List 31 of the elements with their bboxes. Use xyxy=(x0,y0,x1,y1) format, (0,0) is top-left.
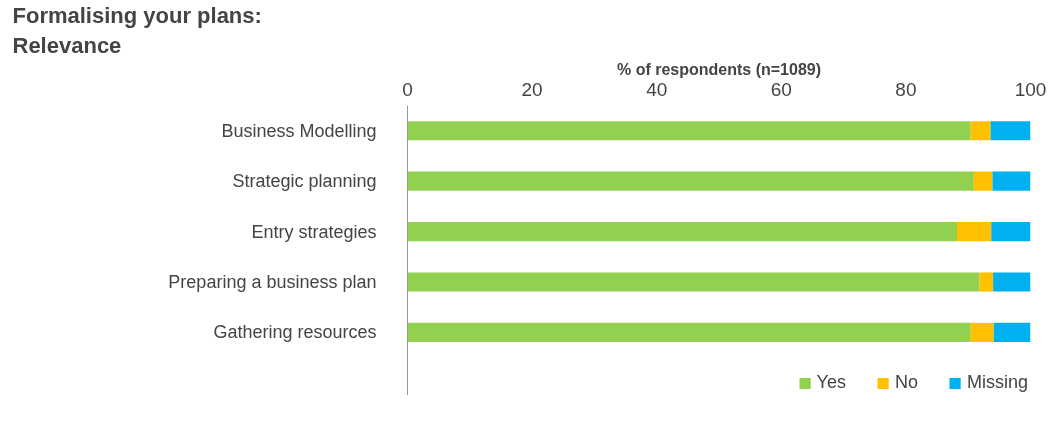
x-tick-label: 0 xyxy=(402,78,413,100)
bar xyxy=(973,171,993,191)
bar xyxy=(407,322,971,343)
bar xyxy=(970,322,994,343)
bar xyxy=(407,171,974,191)
bar xyxy=(407,121,971,141)
bar xyxy=(956,222,992,242)
bar xyxy=(992,171,1031,191)
bar xyxy=(991,222,1031,242)
bar xyxy=(993,272,1031,292)
bar xyxy=(990,121,1031,141)
x-tick-label: 100 xyxy=(1014,78,1047,100)
x-tick-label: 40 xyxy=(646,78,668,100)
x-tick-label: 60 xyxy=(770,78,792,100)
x-tick-label: 20 xyxy=(521,78,543,100)
y-tick-label: Preparing a business plan xyxy=(168,272,377,293)
x-axis-title: % of respondents (n=1089) xyxy=(616,60,822,78)
bar xyxy=(970,121,991,141)
bar xyxy=(993,322,1031,343)
legend-label: Missing xyxy=(966,372,1028,393)
y-tick-label: Strategic planning xyxy=(232,171,377,192)
legend-label: No xyxy=(894,372,918,393)
y-tick-label: Entry strategies xyxy=(251,221,377,242)
y-tick-label: Business Modelling xyxy=(221,120,377,141)
text: Formalising your plans: Relevance xyxy=(12,2,262,58)
y-tick-label: Gathering resources xyxy=(213,322,377,343)
bar xyxy=(407,272,980,292)
bar xyxy=(979,272,994,292)
legend-label: Yes xyxy=(816,372,846,393)
x-tick-label: 80 xyxy=(895,78,917,100)
bar xyxy=(407,222,957,242)
